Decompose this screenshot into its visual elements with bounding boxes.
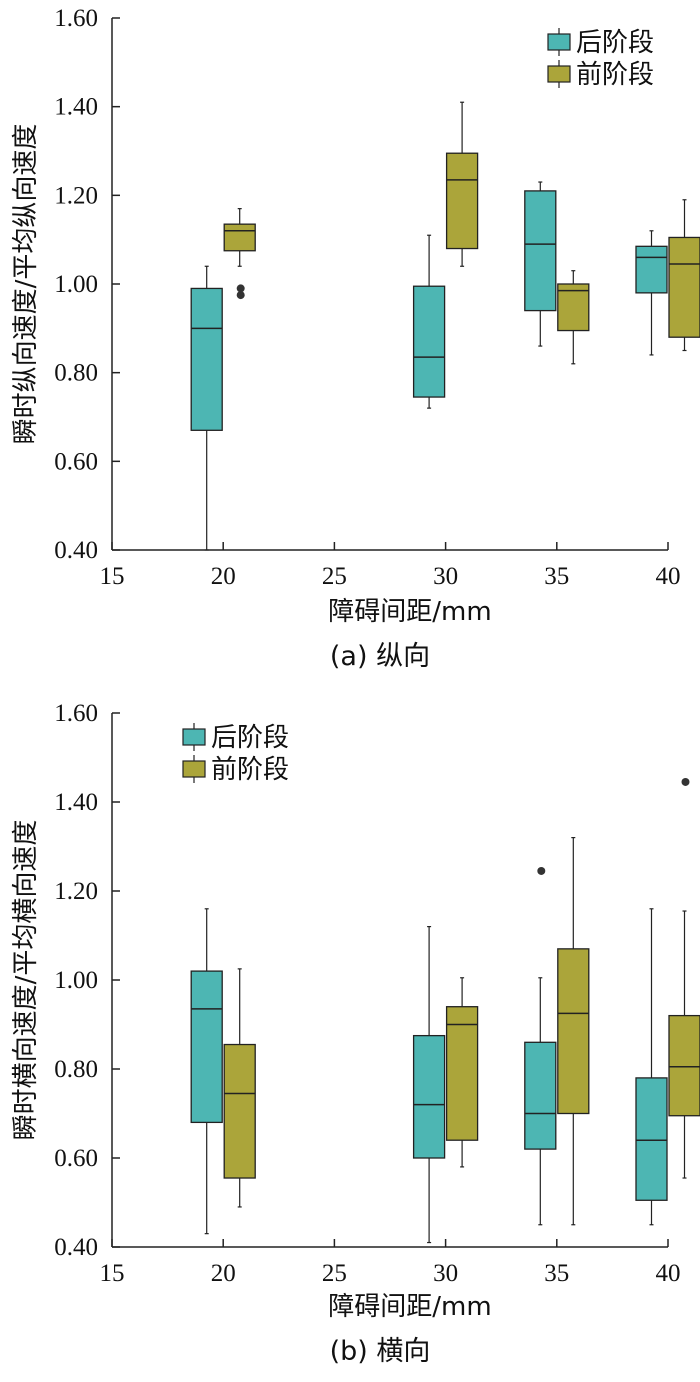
x-axis-title: 障碍间距/mm <box>328 1292 491 1322</box>
box-iqr <box>412 1034 446 1159</box>
x-tick-label: 35 <box>544 563 569 590</box>
x-tick-label: 25 <box>322 1260 347 1287</box>
box-iqr <box>412 285 446 398</box>
legend-entry-hou: 后阶段 <box>547 28 654 58</box>
chart-panel-b: 0.40 0.60 0.80 1.00 1.20 1.40 1.60 15 20 25 30 35 40… <box>11 700 700 1367</box>
legend-label: 前阶段 <box>211 755 289 785</box>
y-axis-title: 瞬时横向速度/平均横向速度 <box>11 820 41 1141</box>
y-tick-label: 1.60 <box>54 700 98 727</box>
y-tick-label: 0.40 <box>54 537 98 564</box>
y-tick-label: 0.60 <box>54 448 98 475</box>
y-tick-label: 1.60 <box>54 5 98 32</box>
x-tick-label: 15 <box>100 563 125 590</box>
box-qian-35 <box>557 270 590 365</box>
x-tick-label: 20 <box>211 563 236 590</box>
x-tick-label: 15 <box>100 1260 125 1287</box>
box-qian-40 <box>668 199 700 352</box>
box-hou-30 <box>412 234 446 409</box>
legend-swatch <box>547 65 571 83</box>
x-axis-title: 障碍间距/mm <box>328 597 491 627</box>
box-qian-30 <box>445 977 479 1168</box>
outlier-point <box>537 866 546 875</box>
legend-entry-qian: 前阶段 <box>182 755 289 785</box>
box-hou-20 <box>190 265 223 551</box>
box-iqr <box>190 970 223 1124</box>
legend-swatch <box>182 760 206 778</box>
legend-entry-qian: 前阶段 <box>547 60 654 90</box>
legend-label: 后阶段 <box>211 723 289 753</box>
box-iqr <box>635 1077 668 1201</box>
box-iqr <box>524 190 557 312</box>
box-iqr <box>635 245 668 294</box>
figure-caption: (a) 纵向 <box>330 641 430 672</box>
y-tick-label: 1.40 <box>54 94 98 121</box>
box-qian-40 <box>668 777 700 1179</box>
x-tick-label: 20 <box>211 1260 236 1287</box>
outlier-point <box>236 291 245 300</box>
box-qian-35 <box>557 836 590 1226</box>
x-tick-label: 30 <box>433 563 458 590</box>
box-iqr <box>445 1006 479 1141</box>
y-tick-label: 1.00 <box>54 271 98 298</box>
y-tick-label: 1.20 <box>54 182 98 209</box>
box-iqr <box>223 223 256 252</box>
y-tick-label: 0.40 <box>54 1234 98 1261</box>
x-tick-label: 40 <box>656 1260 681 1287</box>
y-tick-label: 0.60 <box>54 1145 98 1172</box>
box-iqr <box>668 1014 700 1117</box>
box-iqr <box>668 236 700 338</box>
box-iqr <box>190 287 223 431</box>
box-hou-30 <box>412 925 446 1244</box>
box-iqr <box>223 1043 256 1179</box>
x-tick-label: 35 <box>544 1260 569 1287</box>
legend-label: 前阶段 <box>576 60 654 90</box>
box-hou-35 <box>524 866 557 1226</box>
box-hou-40 <box>635 230 668 356</box>
box-iqr <box>557 283 590 332</box>
outlier-point <box>681 777 690 786</box>
y-tick-label: 1.40 <box>54 789 98 816</box>
box-iqr <box>445 152 479 250</box>
box-hou-20 <box>190 908 223 1235</box>
box-iqr <box>524 1041 557 1150</box>
figure-caption: (b) 横向 <box>330 1336 431 1367</box>
box-qian-20 <box>223 208 256 300</box>
y-tick-label: 0.80 <box>54 1056 98 1083</box>
legend-swatch <box>547 33 571 51</box>
box-iqr <box>557 948 590 1115</box>
box-qian-30 <box>445 101 479 267</box>
y-tick-label: 0.80 <box>54 360 98 387</box>
x-tick-label: 30 <box>433 1260 458 1287</box>
box-hou-35 <box>524 181 557 347</box>
legend-swatch <box>182 728 206 746</box>
x-tick-label: 25 <box>322 563 347 590</box>
box-hou-40 <box>635 908 668 1226</box>
chart-panel-a: 0.40 0.60 0.80 1.00 1.20 1.40 1.60 15 20 25 30 35 40… <box>11 5 700 672</box>
legend-label: 后阶段 <box>576 28 654 58</box>
x-tick-label: 40 <box>656 563 681 590</box>
y-tick-label: 1.00 <box>54 967 98 994</box>
legend-entry-hou: 后阶段 <box>182 723 289 753</box>
outlier-point <box>236 284 245 293</box>
y-axis-title: 瞬时纵向速度/平均纵向速度 <box>11 124 41 445</box>
box-qian-20 <box>223 968 256 1208</box>
y-tick-label: 1.20 <box>54 878 98 905</box>
